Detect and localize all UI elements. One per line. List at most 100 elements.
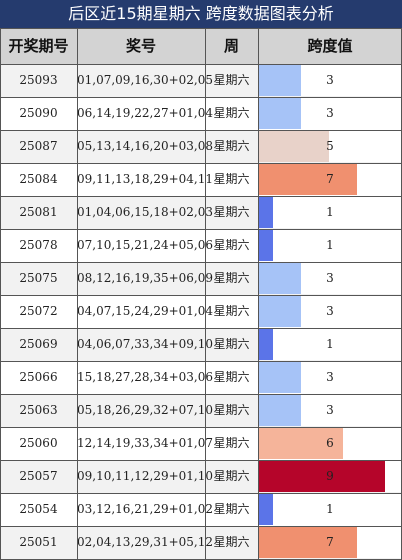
grid-hline: [0, 427, 402, 428]
span-bar: [259, 230, 273, 261]
table-row: 25060 12,14,19,33,34+01,07 星期六 6: [0, 427, 402, 460]
span-value: 3: [326, 73, 334, 87]
table-row: 25066 15,18,27,28,34+03,06 星期六 3: [0, 361, 402, 394]
span-bar: [259, 131, 329, 162]
span-value: 5: [326, 139, 334, 153]
period-cell: 25057: [19, 469, 58, 483]
grid-hline: [0, 526, 402, 527]
numbers-cell: 12,14,19,33,34+01,07: [77, 436, 214, 450]
span-value: 7: [326, 172, 334, 186]
grid-vline: [258, 28, 259, 560]
period-cell: 25075: [19, 271, 58, 285]
period-cell: 25063: [19, 403, 58, 417]
table-row: 25051 02,04,13,29,31+05,12 星期六 7: [0, 526, 402, 559]
grid-hline: [0, 361, 402, 362]
table-row: 25093 01,07,09,16,30+02,05 星期六 3: [0, 64, 402, 97]
period-cell: 25069: [19, 337, 58, 351]
week-cell: 星期六: [213, 304, 250, 318]
numbers-cell: 01,07,09,16,30+02,05: [77, 73, 214, 87]
span-value: 1: [326, 337, 334, 351]
week-cell: 星期六: [213, 73, 250, 87]
grid-hline: [0, 262, 402, 263]
numbers-cell: 02,04,13,29,31+05,12: [77, 535, 214, 549]
week-cell: 星期六: [213, 436, 250, 450]
grid-hline: [0, 64, 402, 65]
span-value: 3: [326, 370, 334, 384]
numbers-cell: 09,10,11,12,29+01,10: [77, 469, 214, 483]
table-row: 25084 09,11,13,18,29+04,11 星期六 7: [0, 163, 402, 196]
span-bar: [259, 263, 301, 294]
period-cell: 25060: [19, 436, 58, 450]
numbers-cell: 09,11,13,18,29+04,11: [77, 172, 214, 186]
numbers-cell: 07,10,15,21,24+05,06: [77, 238, 214, 252]
grid-hline: [0, 295, 402, 296]
grid-hline: [0, 97, 402, 98]
span-value: 1: [326, 238, 334, 252]
week-cell: 星期六: [213, 403, 250, 417]
week-cell: 星期六: [213, 337, 250, 351]
numbers-cell: 04,07,15,24,29+01,04: [77, 304, 214, 318]
period-cell: 25054: [19, 502, 58, 516]
header-period: 开奖期号: [8, 37, 69, 55]
grid-vline: [0, 28, 1, 560]
table-row: 25081 01,04,06,15,18+02,03 星期六 1: [0, 196, 402, 229]
table-header: 开奖期号 奖号 周 跨度值: [0, 28, 402, 64]
span-value: 7: [326, 535, 334, 549]
span-bar: [259, 527, 357, 558]
period-cell: 25084: [19, 172, 58, 186]
span-value: 1: [326, 502, 334, 516]
numbers-cell: 06,14,19,22,27+01,04: [77, 106, 214, 120]
grid-hline: [0, 130, 402, 131]
period-cell: 25090: [19, 106, 58, 120]
numbers-cell: 05,13,14,16,20+03,08: [77, 139, 214, 153]
numbers-cell: 03,12,16,21,29+01,02: [77, 502, 214, 516]
table-row: 25090 06,14,19,22,27+01,04 星期六 3: [0, 97, 402, 130]
span-bar: [259, 98, 301, 129]
week-cell: 星期六: [213, 205, 250, 219]
span-cell: [259, 494, 401, 525]
numbers-cell: 08,12,16,19,35+06,09: [77, 271, 214, 285]
period-cell: 25078: [19, 238, 58, 252]
week-cell: 星期六: [213, 106, 250, 120]
span-cell: [259, 197, 401, 228]
span-value: 9: [326, 469, 334, 483]
week-cell: 星期六: [213, 139, 250, 153]
table-row: 25078 07,10,15,21,24+05,06 星期六 1: [0, 229, 402, 262]
header-week: 周: [223, 37, 239, 55]
grid-vline: [205, 28, 206, 560]
span-cell: [259, 230, 401, 261]
chart-title: 后区近15期星期六 跨度数据图表分析: [0, 0, 402, 28]
header-numbers: 奖号: [125, 37, 156, 55]
span-bar: [259, 164, 357, 195]
header-span: 跨度值: [307, 37, 353, 55]
span-bar: [259, 461, 385, 492]
period-cell: 25066: [19, 370, 58, 384]
span-value: 3: [326, 304, 334, 318]
period-cell: 25081: [19, 205, 58, 219]
grid-hline: [0, 196, 402, 197]
span-value: 1: [326, 205, 334, 219]
span-value: 3: [326, 403, 334, 417]
span-bar: [259, 329, 273, 360]
week-cell: 星期六: [213, 172, 250, 186]
grid-hline: [0, 328, 402, 329]
period-cell: 25051: [19, 535, 58, 549]
span-bar: [259, 197, 273, 228]
period-cell: 25087: [19, 139, 58, 153]
span-bar: [259, 395, 301, 426]
grid-hline: [0, 394, 402, 395]
numbers-cell: 01,04,06,15,18+02,03: [77, 205, 214, 219]
week-cell: 星期六: [213, 370, 250, 384]
span-bar: [259, 428, 343, 459]
table-row: 25072 04,07,15,24,29+01,04 星期六 3: [0, 295, 402, 328]
period-cell: 25072: [19, 304, 58, 318]
table-row: 25087 05,13,14,16,20+03,08 星期六 5: [0, 130, 402, 163]
grid-vline: [77, 28, 78, 560]
period-cell: 25093: [19, 73, 58, 87]
grid-hline: [0, 493, 402, 494]
grid-hline: [0, 460, 402, 461]
span-cell: [259, 329, 401, 360]
table-row: 25069 04,06,07,33,34+09,10 星期六 1: [0, 328, 402, 361]
week-cell: 星期六: [213, 271, 250, 285]
span-bar: [259, 65, 301, 96]
